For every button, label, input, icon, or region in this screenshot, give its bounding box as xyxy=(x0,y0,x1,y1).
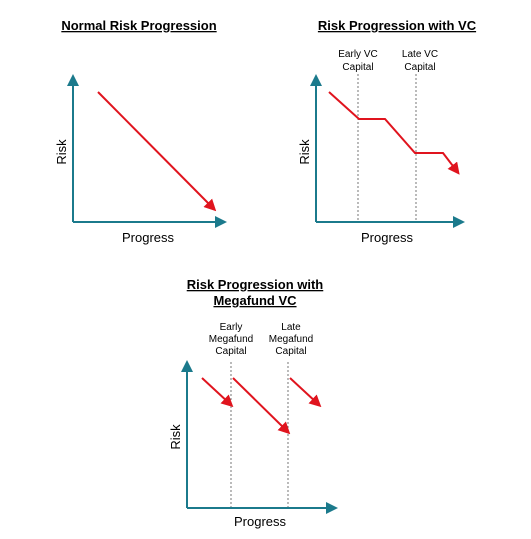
risk-segment-3 xyxy=(289,377,322,408)
annotation-late-megafund-line-3: Capital xyxy=(275,346,306,357)
y-axis-label: Risk xyxy=(297,139,312,165)
x-axis-label: Progress xyxy=(361,230,414,245)
annotation-early-megafund-line-3: Capital xyxy=(215,346,246,357)
panel-title-line-2: Megafund VC xyxy=(213,293,297,308)
y-axis-label: Risk xyxy=(54,139,69,165)
x-axis-label: Progress xyxy=(234,514,287,529)
risk-segment-2 xyxy=(232,377,291,435)
panel-title: Normal Risk Progression xyxy=(61,18,216,33)
annotation-late-megafund-line-2: Megafund xyxy=(269,334,313,345)
annotation-early-vc-line-2: Capital xyxy=(342,62,373,73)
risk-segment-1 xyxy=(201,377,234,408)
panel-megafund: Risk Progression with Megafund VC Early … xyxy=(168,277,338,529)
panel-title-line-1: Risk Progression with xyxy=(187,277,324,292)
annotation-early-megafund-line-2: Megafund xyxy=(209,334,253,345)
x-axis-label: Progress xyxy=(122,230,175,245)
panel-normal: Normal Risk Progression Risk Progress xyxy=(54,18,227,245)
annotation-early-megafund-line-1: Early xyxy=(220,322,243,333)
risk-line xyxy=(328,91,460,175)
annotation-late-megafund-line-1: Late xyxy=(281,322,301,333)
y-axis-label: Risk xyxy=(168,424,183,450)
risk-line xyxy=(97,91,217,212)
annotation-early-vc-line-1: Early VC xyxy=(338,49,377,60)
annotation-late-vc-line-1: Late VC xyxy=(402,49,438,60)
panel-title: Risk Progression with VC xyxy=(318,18,477,33)
panel-vc: Risk Progression with VC Early VC Capita… xyxy=(297,18,477,245)
annotation-late-vc-line-2: Capital xyxy=(404,62,435,73)
